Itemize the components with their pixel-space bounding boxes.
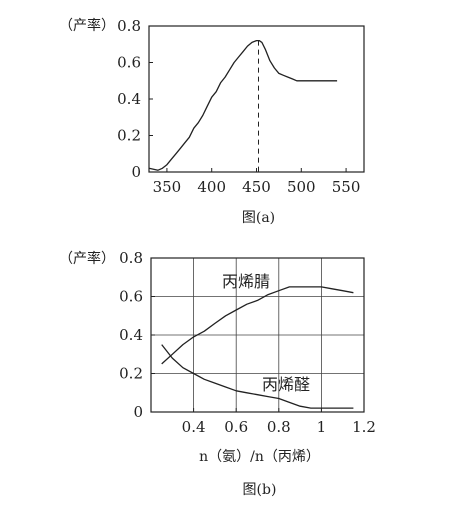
- chart-b-caption: 图(b): [243, 482, 277, 498]
- chart-a-plot-frame: [148, 25, 365, 173]
- chart-a-y-tick-label: 0.4: [117, 90, 141, 108]
- chart-a-x-tick-label: 350: [153, 178, 182, 196]
- chart-b-x-tick-label: 0.6: [224, 418, 248, 436]
- chart-a-caption: 图(a): [242, 210, 275, 226]
- chart-a-x-tick-label: 550: [332, 178, 361, 196]
- chart-a-series-line-1: [148, 39, 338, 171]
- chart-b-x-tick-label: 1.2: [352, 418, 376, 436]
- chart-a-y-axis-label: （产率）: [59, 17, 115, 34]
- chart-a-x-tick-label: 400: [197, 178, 226, 196]
- chart-b-y-tick-label: 0.6: [119, 288, 143, 306]
- chart-b-series-line-2: [161, 344, 354, 409]
- chart-b-y-tick-label: 0: [133, 403, 143, 421]
- chart-b-y-tick-label: 0.8: [119, 249, 143, 267]
- chart-a-y-tick-label: 0.6: [117, 54, 141, 72]
- chart-b-y-axis-label: （产率）: [59, 250, 115, 267]
- chart-a-y-tick-label: 0: [131, 163, 141, 181]
- chart-b-series-label-2: 丙烯醛: [262, 375, 310, 394]
- chart-b-series-label-1: 丙烯腈: [222, 272, 270, 291]
- chart-b-x-axis-label: n（氨）/n（丙烯）: [199, 449, 320, 465]
- chart-b-y-tick-label: 0.2: [119, 365, 143, 383]
- chart-b-y-tick-label: 0.4: [119, 326, 143, 344]
- chart-b-series-line-1: [161, 286, 354, 365]
- chart-a-y-tick-label: 0.2: [117, 127, 141, 145]
- chart-b-x-tick-label: 0.4: [182, 418, 206, 436]
- chart-a-x-tick-label: 500: [287, 178, 316, 196]
- chart-a-x-tick-label: 450: [242, 178, 271, 196]
- chart-b-x-tick-label: 0.8: [267, 418, 291, 436]
- chart-a-y-tick-label: 0.8: [117, 17, 141, 35]
- chart-b-x-tick-label: 1: [317, 418, 327, 436]
